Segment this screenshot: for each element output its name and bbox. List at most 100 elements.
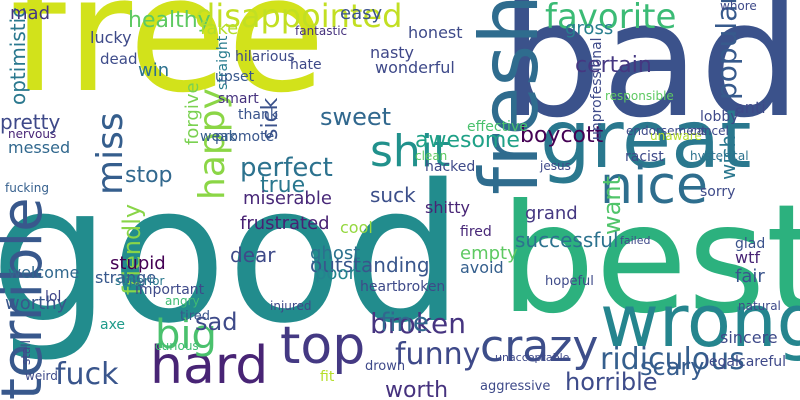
word: easy [340, 3, 383, 24]
word: wtf [735, 248, 760, 267]
word: hysterical [690, 149, 749, 163]
word: favorite [545, 0, 677, 37]
word: anti [735, 98, 766, 117]
word: stall [19, 340, 33, 365]
word: win [138, 60, 170, 81]
word: pretty [0, 110, 61, 134]
word: weak [200, 129, 237, 145]
word: miss [90, 112, 131, 195]
word: failed [620, 234, 651, 247]
word: scary [640, 353, 705, 381]
word: awesome [415, 128, 520, 153]
word: important [135, 282, 205, 298]
word: sincere [720, 328, 778, 347]
word: lobby [700, 109, 739, 125]
word: sorry [700, 184, 736, 200]
word: popular [710, 0, 743, 100]
word: welcome [8, 263, 80, 282]
word: perfect [240, 153, 333, 183]
word: angry [165, 294, 200, 308]
word: injured [270, 299, 312, 313]
word: poor [315, 263, 356, 284]
word: careful [738, 354, 787, 370]
word: fine [380, 308, 429, 338]
word: heartbroken [360, 279, 446, 295]
word: dear [230, 243, 276, 267]
word: wonderful [375, 58, 455, 77]
word: want [598, 176, 626, 235]
word: stupid [110, 253, 166, 274]
word: unaware [650, 129, 702, 143]
word: hard [150, 336, 269, 396]
word: ridiculous [600, 342, 745, 377]
word: avoid [460, 258, 504, 277]
word: shit [370, 126, 451, 177]
word: mad [10, 3, 50, 24]
word: stop [125, 163, 173, 188]
word: superior [115, 274, 165, 288]
word: aggressive [480, 379, 551, 394]
word: smart [218, 91, 259, 107]
word: grand [525, 203, 578, 224]
word: horrible [565, 368, 658, 396]
word: effective [467, 119, 528, 135]
word: good [0, 144, 464, 365]
word: fuck [55, 357, 119, 392]
word: honest [408, 23, 463, 42]
word: weird [25, 369, 58, 383]
word: drown [365, 359, 406, 374]
word: fired [460, 224, 492, 240]
word: wrong [600, 279, 800, 363]
word: hopeful [545, 274, 594, 289]
word: top [280, 316, 366, 376]
word: healthy [128, 8, 211, 33]
word: messed [8, 138, 71, 157]
word: best [500, 173, 800, 347]
word: hacked [425, 159, 476, 175]
word: boycott [520, 123, 604, 148]
word: worth [385, 378, 449, 400]
word: fake [200, 18, 239, 39]
word: glad [735, 236, 766, 252]
word: natural [738, 299, 781, 313]
word: fair [735, 266, 765, 287]
word: endorsement [626, 124, 706, 138]
word: racist [625, 149, 664, 165]
word: free [10, 0, 326, 128]
word: promote [215, 129, 275, 145]
word: thank [238, 107, 278, 123]
word: legal [705, 354, 739, 370]
word: sweet [320, 103, 392, 131]
word: certain [575, 53, 652, 78]
word: nervous [8, 127, 57, 141]
word: miserable [243, 188, 332, 209]
word: jesus [540, 159, 571, 173]
word: unprofessional [589, 37, 605, 140]
word: fantastic [295, 24, 348, 38]
word: nice [600, 156, 708, 216]
word: fucking [5, 181, 49, 195]
word: suck [370, 183, 416, 207]
word: axe [100, 317, 126, 333]
word: bad [500, 0, 800, 153]
word: fit [320, 369, 335, 385]
word: responsible [605, 89, 674, 103]
word: nasty [370, 43, 415, 62]
word: ghost [310, 243, 361, 264]
word: clean [415, 149, 448, 163]
word: upset [215, 69, 255, 85]
word: cancel [690, 124, 729, 138]
word: cool [340, 218, 373, 237]
word: hate [290, 57, 322, 73]
word: curious [155, 339, 199, 353]
word: gross [565, 18, 614, 39]
word: fresh [463, 0, 556, 195]
word: lucky [90, 28, 132, 47]
word: funny [395, 337, 481, 372]
word: whore [720, 0, 757, 13]
word: lol [45, 289, 62, 305]
word: outstanding [310, 253, 430, 277]
word: worthy [5, 293, 68, 314]
word: disappointed [195, 0, 403, 35]
